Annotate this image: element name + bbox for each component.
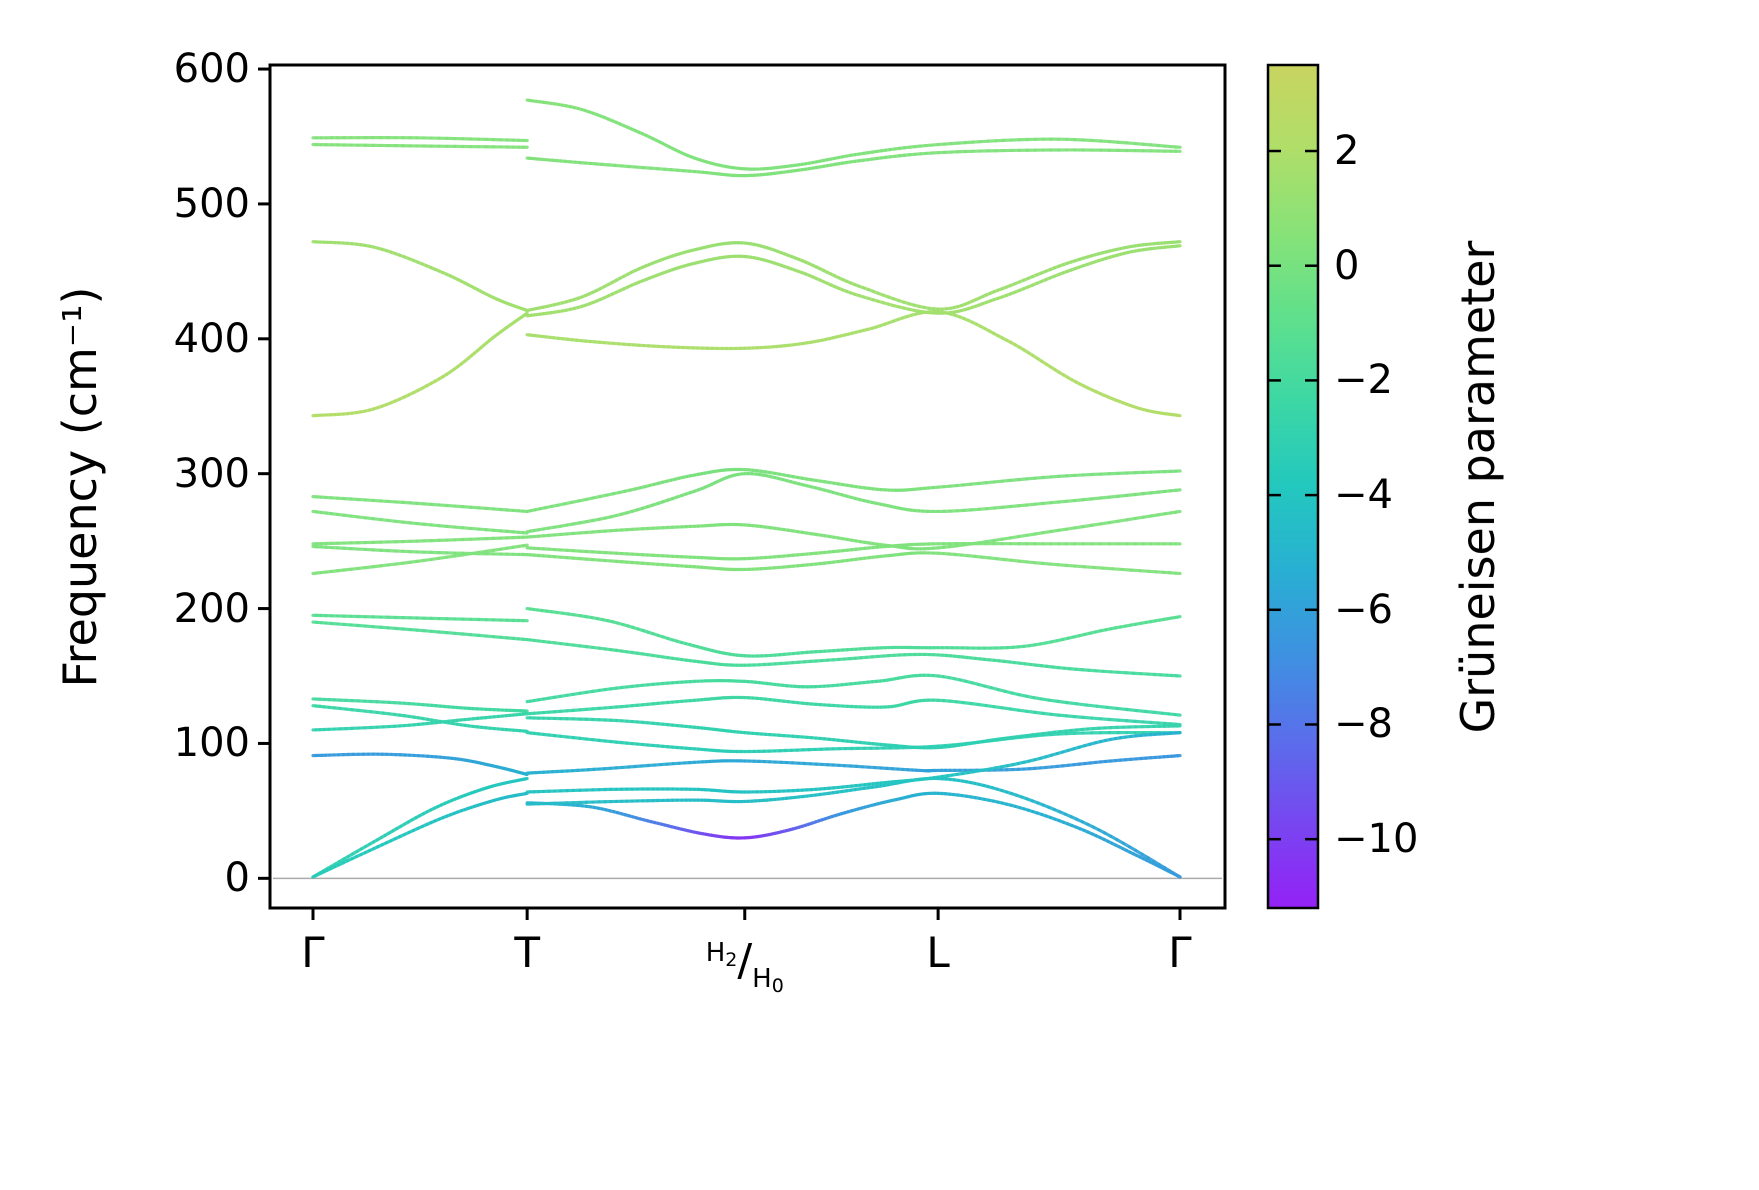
y-axis-label: Frequency (cm⁻¹) (53, 286, 107, 688)
colorbar-tick-label: 2 (1334, 128, 1360, 175)
y-axis-tick-label: 600 (173, 46, 250, 93)
y-axis-tick-label: 100 (173, 720, 250, 767)
colorbar-tick-label: −6 (1334, 586, 1393, 633)
colorbar-tick-label: 0 (1334, 242, 1360, 289)
x-axis-tick-label: H2/H0 (705, 935, 784, 998)
x-axis-tick-label: L (926, 928, 950, 977)
colorbar-tick-label: −8 (1334, 701, 1393, 748)
colorbar-tick-label: −10 (1334, 816, 1419, 863)
colorbar-tick-label: −4 (1334, 472, 1393, 519)
y-axis-tick-label: 300 (173, 450, 250, 497)
x-axis-tick-label: Γ (301, 928, 325, 977)
y-axis-tick-label: 200 (173, 585, 250, 632)
y-axis-tick-label: 500 (173, 180, 250, 227)
x-axis-tick-label: T (514, 928, 540, 977)
colorbar-tick-label: −2 (1334, 357, 1393, 404)
colorbar-label: Grüneisen parameter (1451, 240, 1505, 734)
y-axis-tick-label: 400 (173, 315, 250, 362)
y-axis-tick-label: 0 (224, 855, 250, 902)
x-axis-tick-label: Γ (1168, 928, 1192, 977)
